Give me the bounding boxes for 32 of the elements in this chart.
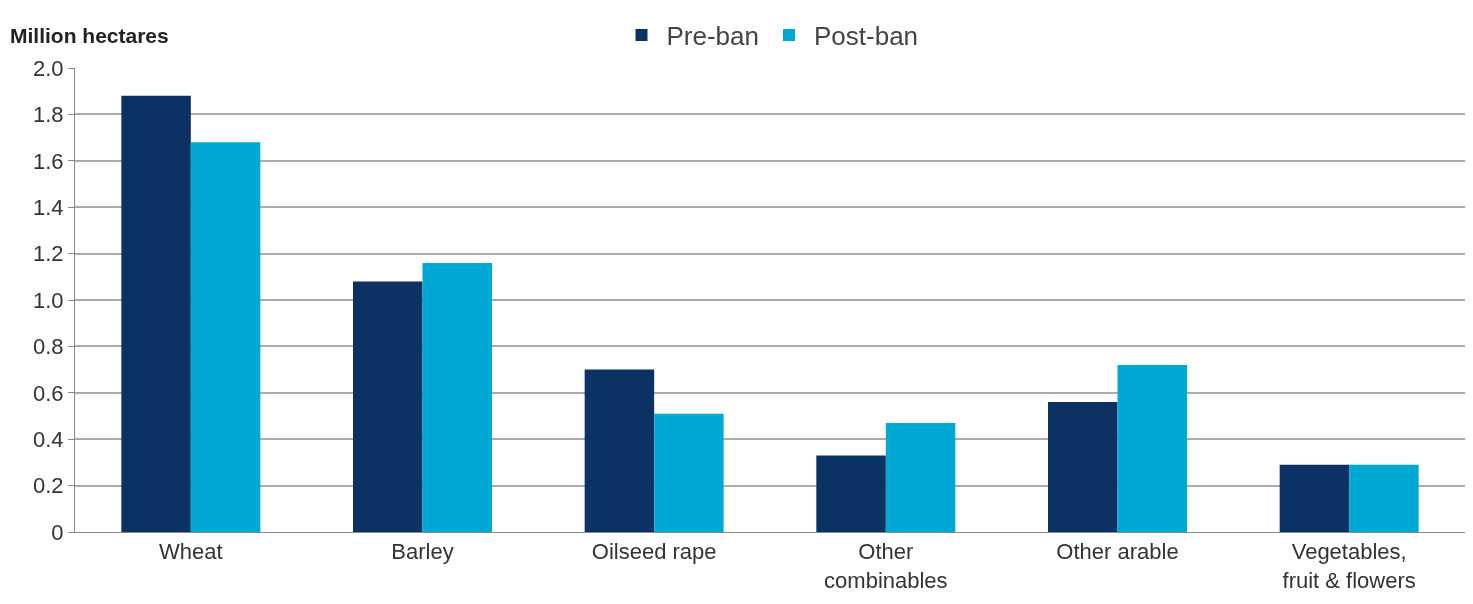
legend-label: Post-ban [814,21,919,52]
bar [1349,464,1419,532]
x-tick-label: Wheat [159,539,223,565]
bar [121,95,191,532]
y-tick-label: 1.2 [33,241,64,267]
y-tick-label: 1.4 [33,194,64,220]
y-tick-label: 0.2 [33,473,64,499]
bar [885,422,956,532]
y-tick-label: 0.8 [33,334,64,360]
y-tick-label: 1.8 [33,102,64,128]
x-tick-label: Vegetables, fruit & flowers [1282,539,1416,593]
bar [1048,402,1118,532]
y-tick-label: 0.6 [33,380,64,406]
bar [422,262,492,532]
bar [190,142,261,532]
y-tick-label: 1.0 [33,287,64,313]
x-tick-label: Other combinables [824,539,948,593]
bar [584,369,655,532]
bar [1279,464,1350,532]
bar [1117,364,1187,532]
y-tick-label: 2.0 [33,55,64,81]
legend-label: Pre-ban [666,21,759,52]
x-tick-label: Other arable [1056,539,1179,565]
x-tick-label: Oilseed rape [591,539,717,565]
y-tick-label: 0.4 [33,426,64,452]
y-tick-label: 1.6 [33,148,64,174]
y-axis-title: Million hectares [10,24,169,47]
bar [353,281,423,532]
bar [654,413,724,532]
x-tick-label: Barley [391,539,454,565]
y-tick-label: 0 [51,519,64,545]
bar [816,455,886,532]
